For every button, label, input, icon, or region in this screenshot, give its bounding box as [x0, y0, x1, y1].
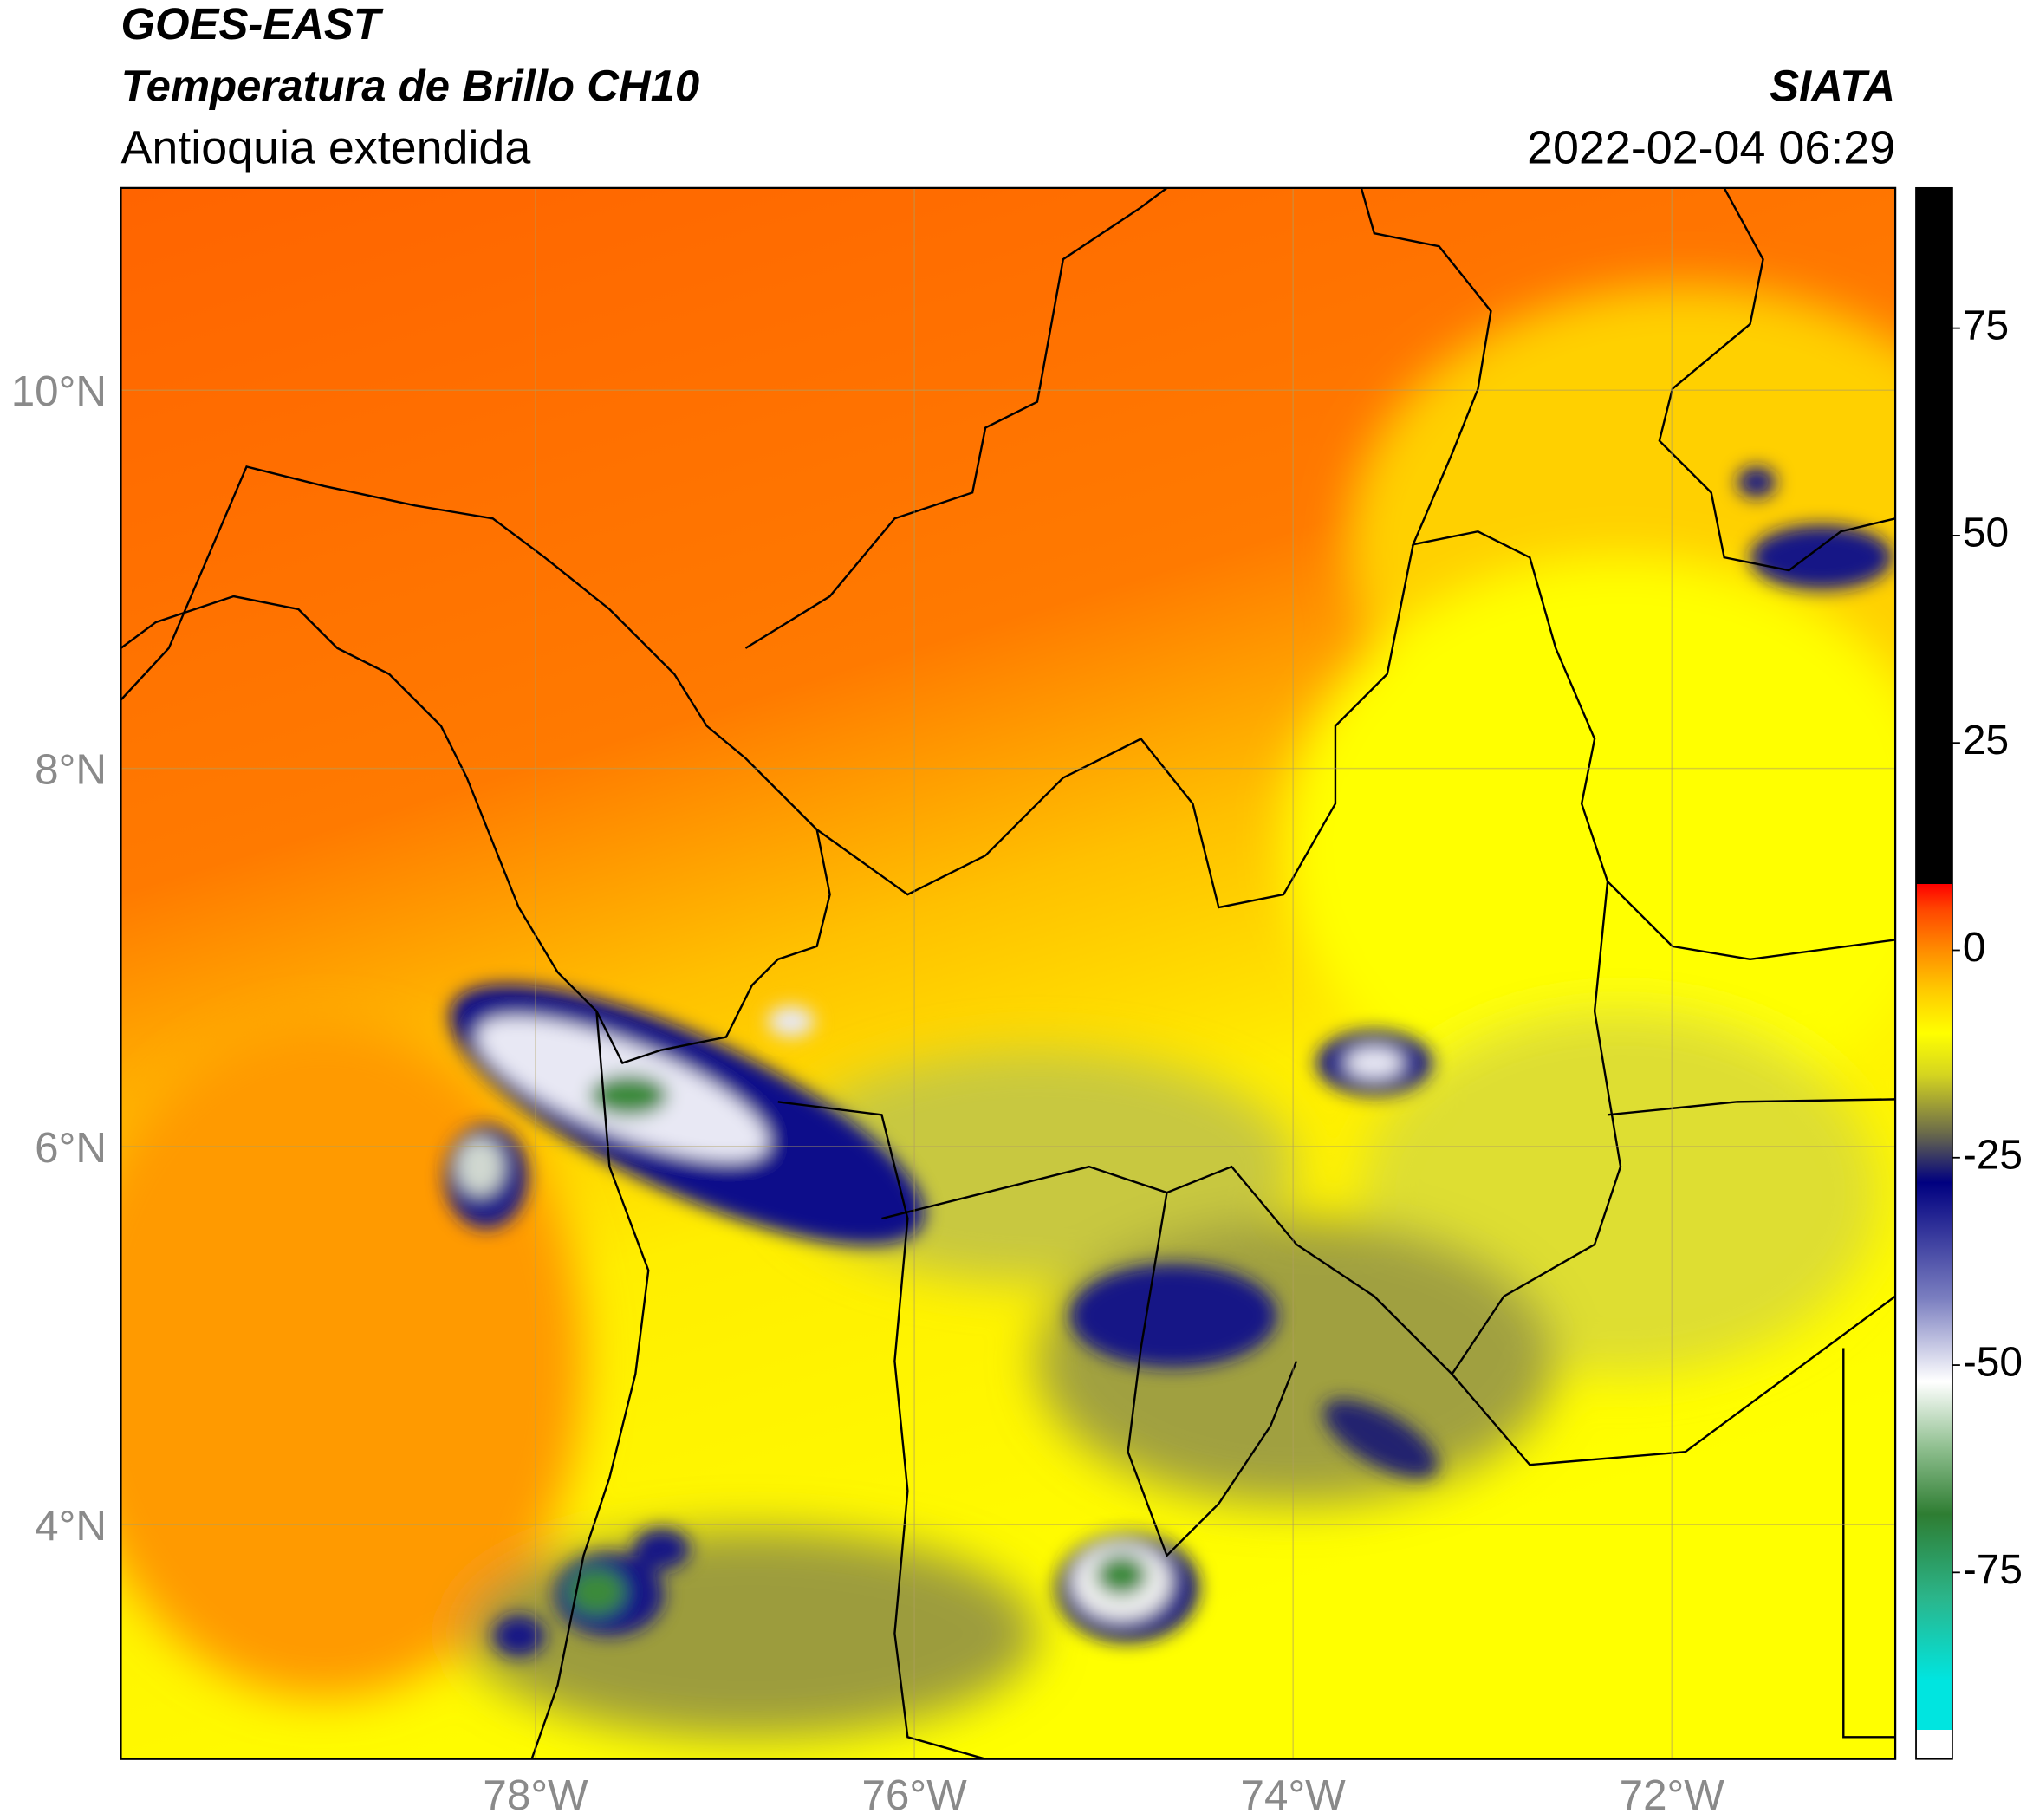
map-frame	[120, 186, 1897, 1760]
x-tick-label: 76°W	[862, 1771, 968, 1819]
title: GOES-EAST	[120, 0, 383, 49]
cloud	[1322, 1399, 1439, 1479]
borders	[120, 187, 1896, 1759]
y-tick-label: 6°N	[35, 1124, 107, 1172]
cold-clouds	[445, 466, 1893, 1657]
cloud-core	[568, 1568, 626, 1615]
colorbar-tick-label: 25	[1963, 718, 2009, 764]
cloud	[1737, 466, 1776, 498]
border-line	[777, 1101, 986, 1759]
cloud-haze	[466, 1529, 1037, 1738]
cloud-core	[589, 1074, 668, 1116]
coastline	[744, 187, 1168, 649]
cloud	[633, 1528, 691, 1570]
x-tick-label: 78°W	[483, 1771, 588, 1819]
timestamp: 2022-02-04 06:29	[1527, 121, 1895, 173]
cloud	[1750, 524, 1893, 590]
colorbar-tick-label: -50	[1963, 1340, 2023, 1386]
border-line	[1842, 1348, 1896, 1739]
y-tick-label: 4°N	[35, 1502, 107, 1550]
cloud	[1069, 1264, 1277, 1368]
colorbar-tick-label: 0	[1963, 925, 1986, 971]
y-tick-label: 10°N	[11, 367, 107, 415]
cloud	[767, 1005, 815, 1037]
coastline	[530, 1011, 650, 1759]
region: Antioquia extendida	[120, 121, 530, 173]
cloud-core	[456, 1138, 503, 1196]
warm-patch	[1283, 557, 1896, 1128]
cloud-core	[1345, 1047, 1403, 1079]
cloud-core	[1095, 1554, 1148, 1596]
cloud	[492, 1615, 545, 1657]
border-line	[1607, 1098, 1896, 1116]
colorbar-tick-label: 75	[1963, 302, 2009, 348]
source: SIATA	[1770, 62, 1895, 111]
x-tick-label: 74°W	[1241, 1771, 1347, 1819]
border-line	[1360, 187, 1896, 961]
colorbar-ticks: -75 -50 -25 0 25 50 75	[1952, 302, 2023, 1593]
grid	[120, 187, 1896, 1759]
subtitle: Temperatura de Brillo CH10	[120, 62, 699, 111]
colorbar-tick-label: -25	[1963, 1132, 2023, 1178]
x-tick-label: 72°W	[1620, 1771, 1725, 1819]
border-line	[1127, 1192, 1298, 1558]
axis-ticks: 78°W 76°W 74°W 72°W 4°N 6°N 8°N 10°N	[11, 367, 1725, 1819]
y-tick-label: 8°N	[35, 746, 107, 794]
border-line	[815, 543, 1414, 909]
colorbar-tick-label: -75	[1963, 1547, 2023, 1593]
border-line	[881, 1165, 1896, 1466]
map-image	[120, 187, 1896, 1759]
coastline	[1658, 187, 1896, 572]
coastline	[120, 465, 831, 1064]
colorbar-tick-label: 50	[1963, 510, 2009, 556]
border-line	[1451, 881, 1622, 1375]
colorbar	[1915, 186, 1953, 1760]
